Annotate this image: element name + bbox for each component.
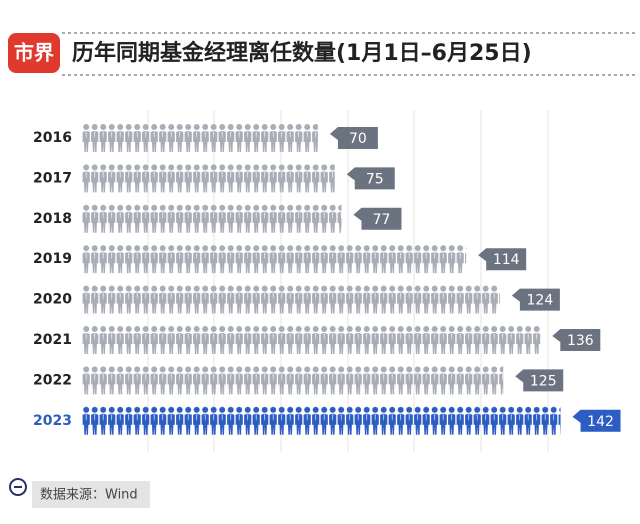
bar-group — [82, 203, 342, 234]
value-label-box — [552, 329, 601, 351]
value-label: 124 — [527, 293, 554, 309]
value-label: 75 — [366, 171, 384, 187]
value-label-box — [346, 167, 395, 190]
value-label: 114 — [493, 252, 520, 268]
source: 数据来源：Wind — [40, 488, 138, 503]
bar — [82, 203, 342, 234]
value-label: 70 — [349, 131, 367, 147]
y-tick-label: 2018 — [33, 211, 72, 227]
value-label-box — [353, 207, 402, 230]
bar — [82, 365, 504, 396]
bar-group — [82, 244, 467, 275]
bar — [82, 325, 541, 355]
value-label-box — [329, 127, 378, 149]
bar-group — [82, 325, 541, 355]
bar — [82, 405, 561, 436]
y-tick-label: 2019 — [33, 251, 72, 267]
source-box — [32, 481, 150, 508]
bar-group — [82, 365, 504, 396]
chart-title: 历年同期基金经理离任数量(1月1日–6月25日) — [72, 40, 532, 66]
logo-text: 市界 — [14, 41, 54, 65]
bar — [82, 284, 500, 315]
bar — [82, 123, 318, 153]
value-label-box — [515, 369, 564, 392]
y-tick-label: 2021 — [33, 332, 72, 348]
bar-group — [82, 123, 318, 153]
y-tick-label: 2020 — [33, 292, 72, 308]
y-tick-label: 2022 — [33, 372, 72, 388]
source-icon — [9, 478, 27, 496]
value-label: 142 — [587, 414, 614, 430]
bar-group — [82, 284, 500, 315]
y-tick-label: 2023 — [33, 413, 72, 429]
value-label: 125 — [530, 373, 557, 389]
y-tick-label: 2017 — [33, 170, 72, 186]
value-label: 77 — [373, 212, 391, 228]
value-label-box — [511, 288, 560, 311]
bar — [82, 163, 335, 194]
value-label-box — [478, 248, 527, 271]
logo — [8, 33, 60, 73]
bar-group — [82, 405, 561, 436]
value-label: 136 — [567, 333, 594, 349]
bar-group — [82, 163, 335, 194]
y-tick-label: 2016 — [33, 130, 72, 146]
bar — [82, 244, 467, 275]
value-label-box — [572, 409, 621, 432]
